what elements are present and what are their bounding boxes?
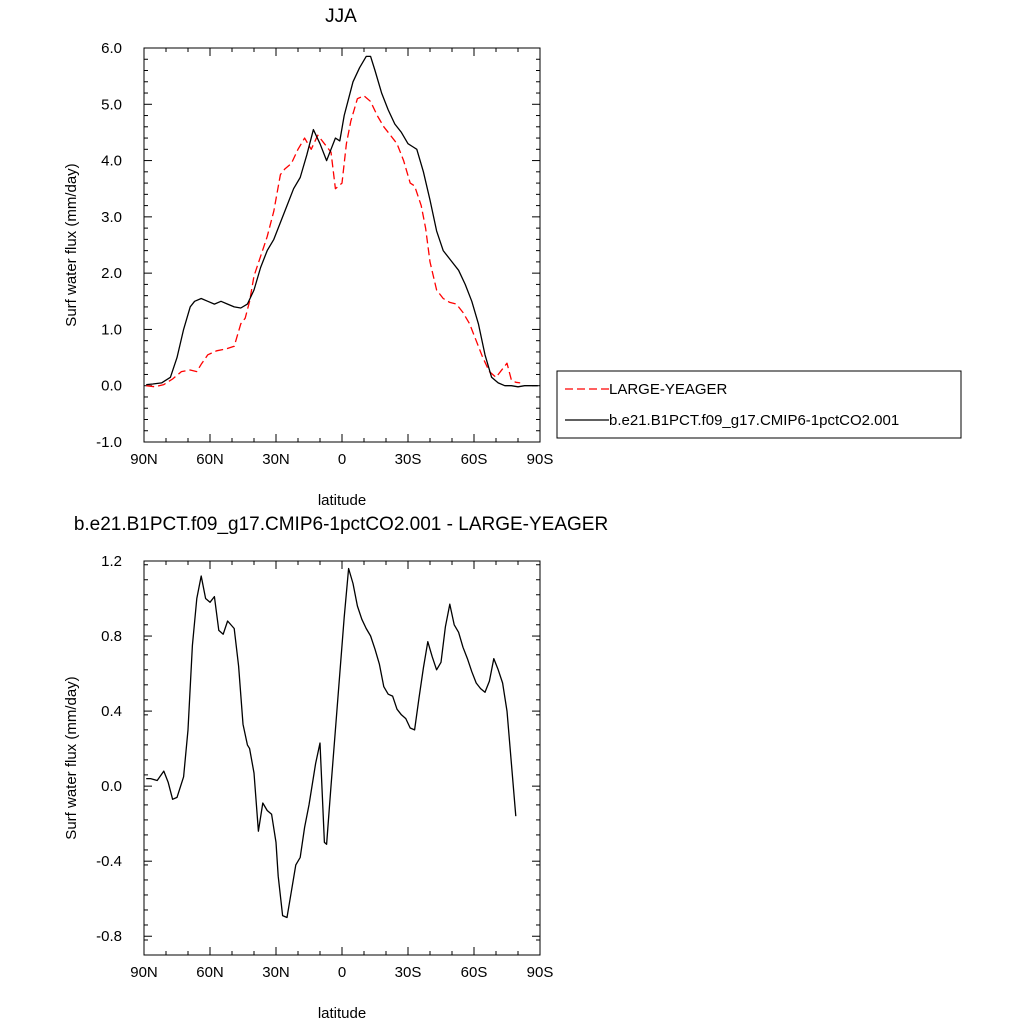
y-tick-label: 4.0 xyxy=(101,153,122,170)
bottom-panel-title: b.e21.B1PCT.f09_g17.CMIP6-1pctCO2.001 - … xyxy=(74,514,608,535)
x-tick-label: 30S xyxy=(395,964,422,981)
legend: LARGE-YEAGER b.e21.B1PCT.f09_g17.CMIP6-1… xyxy=(556,370,962,439)
bottom-panel-x-tick-labels: 90N 60N 30N 0 30S 60S 90S xyxy=(130,964,553,981)
y-tick-label: 5.0 xyxy=(101,96,122,113)
bottom-panel-series xyxy=(146,567,517,919)
top-panel-series xyxy=(146,55,538,388)
top-panel-frame xyxy=(143,47,541,443)
y-tick-label: 3.0 xyxy=(101,209,122,226)
x-tick-label: 0 xyxy=(338,451,346,468)
y-tick-label: 1.2 xyxy=(101,553,122,570)
x-tick-label: 60N xyxy=(196,451,224,468)
top-panel-y-tick-labels: -1.0 0.0 1.0 2.0 3.0 4.0 5.0 6.0 xyxy=(96,40,122,451)
x-tick-label: 90S xyxy=(527,451,554,468)
bottom-panel: b.e21.B1PCT.f09_g17.CMIP6-1pctCO2.001 - … xyxy=(63,514,608,1022)
top-panel-ticks xyxy=(143,47,541,443)
bottom-panel-y-axis-label: Surf water flux (mm/day) xyxy=(63,676,80,839)
x-tick-label: 90N xyxy=(130,451,158,468)
top-panel-title: JJA xyxy=(325,6,357,27)
bottom-panel-frame xyxy=(143,560,541,956)
top-panel: JJA 90N 60N 30N 0 30S 60S 90S -1.0 0.0 1.0 2.0 3.0… xyxy=(63,6,553,509)
series-line-b-e21-b1pct-f09-g17-cmip6-1pctco2-001 xyxy=(146,55,538,388)
legend-entry-large-yeager: LARGE-YEAGER xyxy=(609,381,728,398)
top-panel-x-axis-label: latitude xyxy=(318,492,366,509)
bottom-panel-x-axis-label: latitude xyxy=(318,1005,366,1022)
y-tick-label: 2.0 xyxy=(101,265,122,282)
x-tick-label: 30N xyxy=(262,964,290,981)
y-tick-label: 0.0 xyxy=(101,778,122,795)
legend-box xyxy=(556,370,962,439)
legend-entry-1pctco2: b.e21.B1PCT.f09_g17.CMIP6-1pctCO2.001 xyxy=(609,412,899,429)
y-tick-label: -0.4 xyxy=(96,853,122,870)
y-tick-label: 6.0 xyxy=(101,40,122,57)
x-tick-label: 90N xyxy=(130,964,158,981)
y-tick-label: 0.0 xyxy=(101,378,122,395)
y-tick-label: -1.0 xyxy=(96,434,122,451)
y-tick-label: -0.8 xyxy=(96,928,122,945)
top-panel-x-tick-labels: 90N 60N 30N 0 30S 60S 90S xyxy=(130,451,553,468)
y-tick-label: 0.8 xyxy=(101,628,122,645)
x-tick-label: 30N xyxy=(262,451,290,468)
y-tick-label: 1.0 xyxy=(101,321,122,338)
y-tick-label: 0.4 xyxy=(101,703,122,720)
bottom-panel-y-tick-labels: -0.8 -0.4 0.0 0.4 0.8 1.2 xyxy=(96,553,122,945)
x-tick-label: 90S xyxy=(527,964,554,981)
x-tick-label: 0 xyxy=(338,964,346,981)
x-tick-label: 60N xyxy=(196,964,224,981)
bottom-panel-ticks xyxy=(143,560,541,956)
top-panel-y-axis-label: Surf water flux (mm/day) xyxy=(63,163,80,326)
x-tick-label: 60S xyxy=(461,451,488,468)
x-tick-label: 60S xyxy=(461,964,488,981)
x-tick-label: 30S xyxy=(395,451,422,468)
series-line-large-yeager xyxy=(146,95,521,388)
series-line-panel1-0 xyxy=(146,567,517,919)
